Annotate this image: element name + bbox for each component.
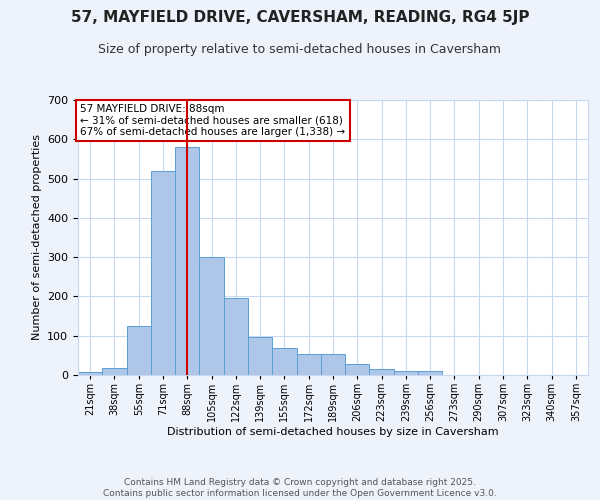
Bar: [102, 368, 127, 375]
X-axis label: Distribution of semi-detached houses by size in Caversham: Distribution of semi-detached houses by …: [167, 427, 499, 437]
Bar: [199, 257, 224, 375]
Bar: [151, 170, 175, 375]
Bar: [345, 364, 370, 375]
Text: 57 MAYFIELD DRIVE: 88sqm
← 31% of semi-detached houses are smaller (618)
67% of : 57 MAYFIELD DRIVE: 88sqm ← 31% of semi-d…: [80, 104, 346, 137]
Bar: [272, 348, 296, 375]
Bar: [418, 372, 442, 375]
Bar: [127, 326, 151, 375]
Bar: [248, 337, 272, 375]
Bar: [370, 369, 394, 375]
Bar: [394, 370, 418, 375]
Y-axis label: Number of semi-detached properties: Number of semi-detached properties: [32, 134, 41, 340]
Bar: [78, 372, 102, 375]
Bar: [321, 354, 345, 375]
Bar: [296, 354, 321, 375]
Bar: [175, 147, 199, 375]
Bar: [224, 298, 248, 375]
Text: Size of property relative to semi-detached houses in Caversham: Size of property relative to semi-detach…: [98, 42, 502, 56]
Text: Contains HM Land Registry data © Crown copyright and database right 2025.
Contai: Contains HM Land Registry data © Crown c…: [103, 478, 497, 498]
Text: 57, MAYFIELD DRIVE, CAVERSHAM, READING, RG4 5JP: 57, MAYFIELD DRIVE, CAVERSHAM, READING, …: [71, 10, 529, 25]
